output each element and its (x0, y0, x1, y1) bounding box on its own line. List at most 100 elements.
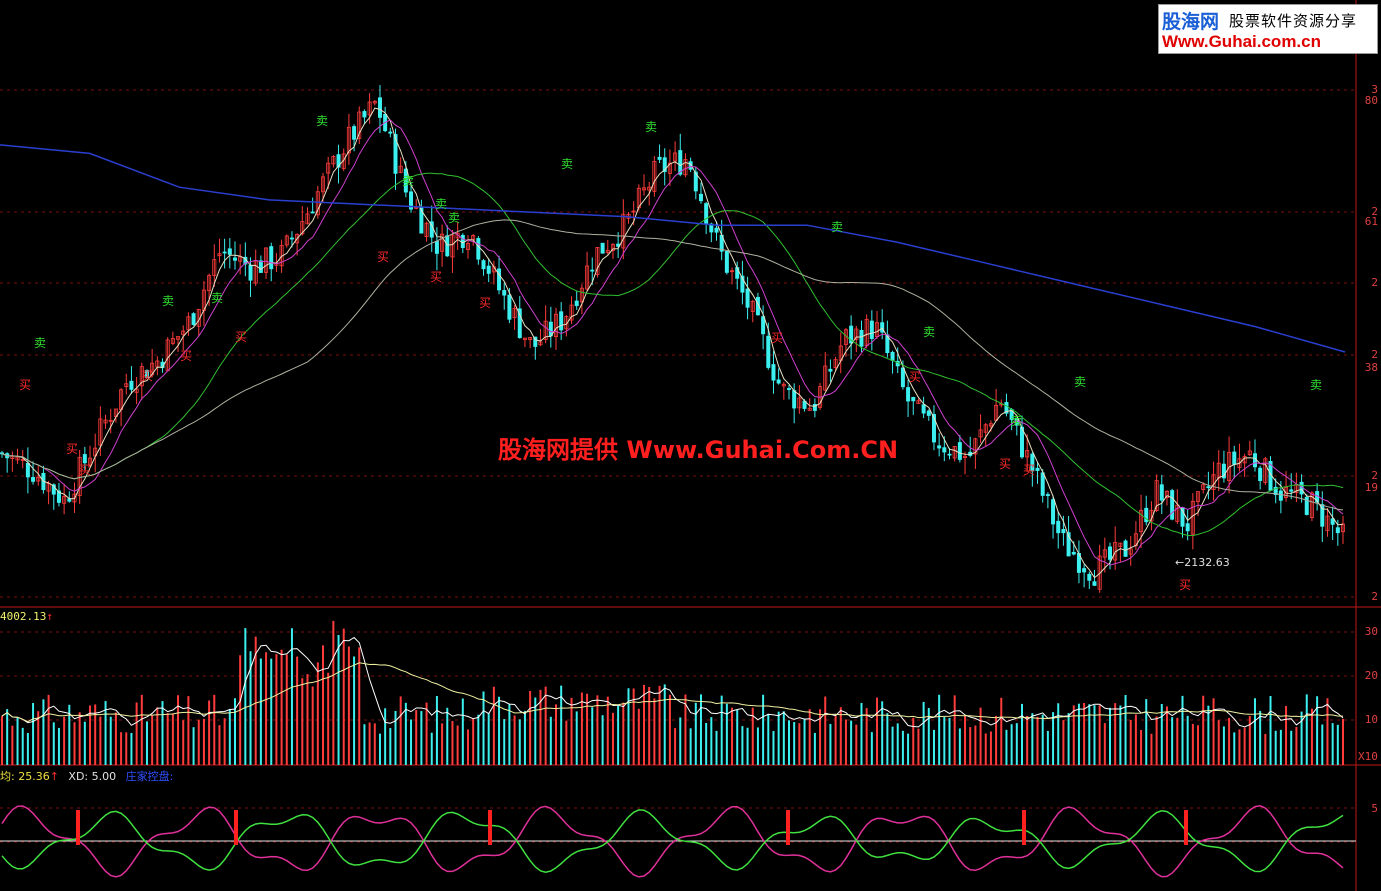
y-axis-label: 3 (1371, 83, 1378, 96)
candle-body (62, 496, 67, 504)
candle-body (1196, 491, 1201, 503)
candle-body (600, 242, 605, 254)
candle-body (264, 247, 269, 273)
candle-body (1102, 549, 1107, 558)
buy-signal: 买 (180, 349, 193, 363)
sell-signal: 卖 (162, 294, 175, 308)
candle-body (517, 308, 522, 339)
xd-label: XD: 5.00 (68, 770, 117, 783)
logo-name: 股海网 (1162, 11, 1220, 33)
candle-body (497, 268, 502, 291)
candle-body (916, 400, 921, 404)
candle-body (212, 259, 217, 276)
candle-body (227, 248, 232, 255)
candle-body (631, 210, 636, 213)
candle-body (1087, 573, 1092, 581)
candle-body (403, 168, 408, 193)
low-price-value: 2132.63 (1184, 556, 1230, 569)
candle-body (807, 407, 812, 411)
candle-body (98, 418, 103, 446)
candle-body (269, 246, 274, 270)
candle-body (947, 453, 952, 456)
candle-body (911, 396, 916, 402)
sell-signal: 卖 (211, 291, 224, 305)
candle-body (678, 150, 683, 175)
candle-body (222, 251, 227, 254)
candle-body (1201, 484, 1206, 490)
buy-signal: 买 (1179, 578, 1192, 592)
candle-body (1139, 509, 1144, 533)
candle-body (559, 311, 564, 331)
candle-body (31, 477, 36, 482)
candle-body (248, 264, 253, 281)
candle-body (1071, 551, 1076, 555)
up-arrow-icon: ↑ (49, 770, 59, 783)
control-label: 庄家控盘: (125, 770, 174, 783)
low-price-label: ←2132.63 (1175, 556, 1230, 569)
candle-body (1273, 486, 1278, 496)
candle-body (1320, 504, 1325, 527)
volume-unit-label: X10 (1358, 750, 1378, 763)
candle-body (326, 162, 331, 174)
candle-body (812, 404, 817, 411)
candle-body (1206, 486, 1211, 489)
candle-body (1175, 504, 1180, 522)
candle-body (714, 227, 719, 233)
candle-body (124, 383, 129, 387)
candle-body (642, 187, 647, 191)
candle-body (963, 455, 968, 458)
candle-body (77, 456, 82, 496)
candle-body (25, 462, 30, 478)
candle-body (1304, 496, 1309, 515)
candle-body (440, 233, 445, 252)
y-axis-label: 2 (1371, 469, 1378, 482)
candle-body (1051, 499, 1056, 525)
candle-body (771, 364, 776, 381)
buy-signal: 买 (141, 369, 154, 383)
candle-body (750, 301, 755, 312)
candle-body (828, 368, 833, 372)
candle-body (745, 288, 750, 308)
candle-body (569, 304, 574, 321)
candle-body (1341, 523, 1346, 533)
candle-body (1144, 507, 1149, 523)
candle-body (673, 152, 678, 162)
candle-body (1025, 450, 1030, 458)
candle-body (1066, 532, 1071, 557)
ma-30-line (1, 172, 1344, 537)
avg-label: 均: 25.36 (0, 770, 50, 783)
volume-ma-short (1, 636, 1344, 728)
sell-signal: 卖 (435, 197, 448, 211)
candle-body (460, 234, 465, 248)
candle-body (409, 191, 414, 210)
watermark-text: 股海网提供 Www.Guhai.Com.CN (498, 436, 899, 464)
candle-body (983, 424, 988, 433)
candle-body (357, 111, 362, 139)
y-axis-label: 2 (1371, 348, 1378, 361)
indicator-pink-line (1, 805, 1344, 878)
candle-body (1040, 472, 1045, 496)
candle-body (921, 404, 926, 414)
candle-body (1035, 467, 1040, 471)
candle-body (341, 153, 346, 169)
sell-signal: 卖 (645, 120, 658, 134)
candle-body (1045, 494, 1050, 496)
up-arrow-icon: ↑ (46, 610, 53, 623)
candle-body (481, 260, 486, 270)
candle-body (1092, 581, 1097, 586)
candle-body (289, 237, 294, 240)
candle-body (512, 308, 517, 319)
candle-body (683, 159, 688, 176)
candle-body (533, 336, 538, 347)
candle-body (1030, 453, 1035, 472)
candle-body (859, 329, 864, 347)
candle-body (67, 498, 72, 502)
candle-body (1252, 453, 1257, 468)
candle-body (300, 221, 305, 235)
candle-body (667, 162, 672, 174)
candle-body (988, 423, 993, 427)
candle-body (595, 247, 600, 275)
candle-body (129, 380, 134, 390)
guhai-logo[interactable]: 股海网 股票软件资源分享 Www.Guhai.com.cn (1158, 4, 1378, 54)
